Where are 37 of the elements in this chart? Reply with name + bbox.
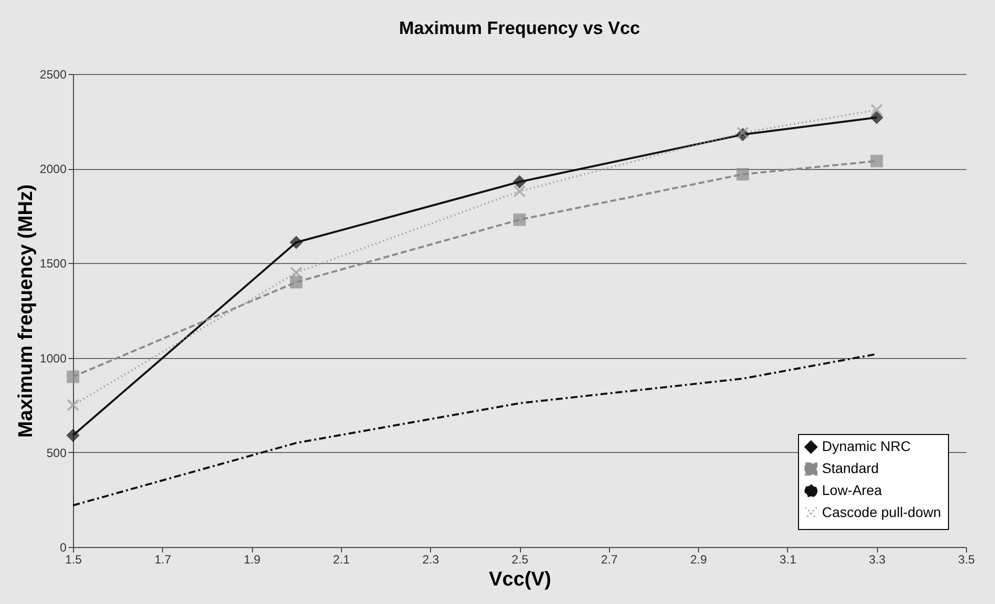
x-tick-label: 1.7 [154,552,172,566]
point [870,111,883,124]
point [66,398,80,412]
x-tick-label: 2.5 [512,552,529,566]
x-tick-label: 1.5 [65,552,82,566]
x-tick-label: 3.3 [868,552,886,566]
y-tick-label: 2000 [40,162,67,176]
point [513,213,526,226]
point [870,104,883,116]
point [66,370,80,383]
point [290,276,302,288]
y-tick-label: 1500 [40,256,67,271]
legend-label: Dynamic NRC [822,438,911,454]
point [66,429,80,442]
chart-title: Maximum Frequency vs Vcc [398,18,640,38]
y-tick-label: 1000 [40,351,67,366]
point [513,185,526,198]
x-tick-label: 2.1 [333,552,350,566]
point [513,176,526,188]
y-tick-label: 0 [60,540,67,554]
y-tick-label: 2500 [40,68,67,82]
legend-label: Cascode pull-down [822,504,942,520]
point [736,168,749,181]
legend-label: Low-Area [822,482,882,498]
x-tick-label: 1.9 [244,552,261,566]
x-axis-title: Vcc(V) [488,568,552,590]
x-tick-label: 3.1 [780,552,797,566]
legend-label: Standard [822,460,879,476]
point [290,236,302,249]
point [290,266,302,279]
point [870,154,883,168]
x-tick-label: 2.3 [422,552,440,566]
x-tick-label: 2.7 [600,552,618,566]
x-tick-label: 3.5 [958,552,976,566]
x-tick-label: 2.9 [690,552,708,566]
y-axis-title: Maximum frequency (MHz) [14,184,37,438]
y-tick-label: 500 [46,446,67,460]
